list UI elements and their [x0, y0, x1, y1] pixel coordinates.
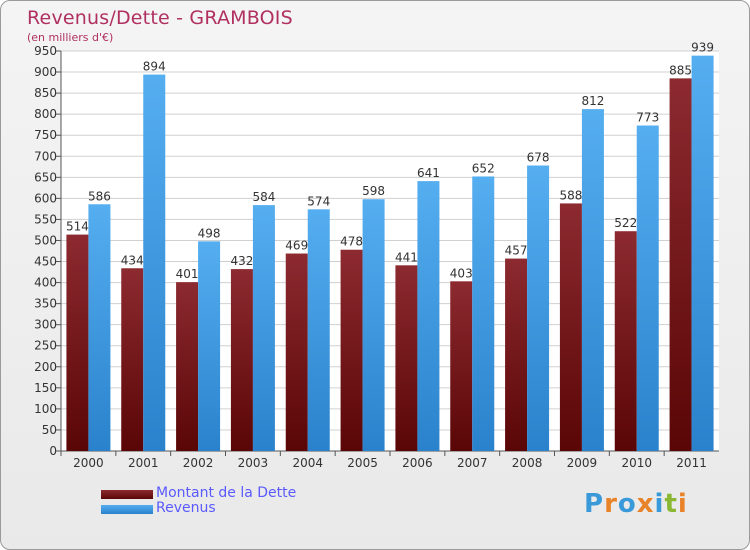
data-label-revenus: 678 — [527, 151, 550, 165]
y-tick-label: 250 — [34, 339, 57, 353]
y-tick-label: 500 — [34, 233, 57, 247]
y-tick-label: 100 — [34, 402, 57, 416]
logo-letter: r — [604, 489, 618, 519]
data-label-revenus: 773 — [636, 111, 659, 125]
bar-revenus — [362, 199, 385, 451]
proxiti-logo: Proxiti — [584, 489, 688, 519]
data-label-dette: 588 — [559, 188, 582, 202]
legend-swatch-dette — [101, 490, 153, 499]
y-tick-label: 400 — [34, 276, 57, 290]
data-label-revenus: 641 — [417, 166, 440, 180]
y-tick-label: 0 — [49, 444, 57, 458]
data-label-revenus: 598 — [362, 184, 385, 198]
x-tick-label: 2007 — [457, 456, 488, 470]
data-label-revenus: 574 — [307, 194, 330, 208]
bar-revenus — [636, 125, 659, 452]
x-tick-label: 2003 — [238, 456, 269, 470]
bar-dette — [121, 268, 144, 451]
bar-dette — [505, 258, 528, 451]
bar-dette — [559, 203, 582, 451]
x-tick-label: 2005 — [347, 456, 378, 470]
data-label-revenus: 812 — [581, 94, 604, 108]
bar-revenus — [527, 165, 550, 452]
x-tick-label: 2004 — [292, 456, 323, 470]
y-tick-label: 350 — [34, 297, 57, 311]
bar-revenus — [581, 109, 604, 452]
data-label-dette: 469 — [285, 239, 308, 253]
logo-letter: x — [636, 489, 655, 519]
y-tick-label: 800 — [34, 107, 57, 121]
y-tick-label: 850 — [34, 86, 57, 100]
y-tick-label: 600 — [34, 191, 57, 205]
y-tick-label: 550 — [34, 212, 57, 226]
logo-letter: P — [584, 489, 605, 519]
bar-revenus — [143, 74, 166, 451]
bar-dette — [66, 234, 89, 451]
y-tick-label: 50 — [42, 423, 57, 437]
chart-subtitle: (en milliers d'€) — [27, 31, 114, 44]
bar-dette — [614, 231, 637, 451]
y-tick-label: 950 — [34, 44, 57, 58]
logo-letter: o — [617, 489, 637, 519]
data-label-revenus: 584 — [252, 190, 275, 204]
bar-revenus — [691, 55, 714, 451]
legend-label-revenus: Revenus — [156, 500, 216, 516]
bar-revenus — [88, 204, 111, 451]
bar-dette — [176, 282, 199, 451]
bar-dette — [669, 78, 692, 452]
logo-letter: i — [654, 489, 665, 519]
y-tick-label: 700 — [34, 149, 57, 163]
y-tick-label: 450 — [34, 255, 57, 269]
bar-dette — [395, 265, 418, 451]
x-tick-label: 2009 — [567, 456, 598, 470]
bar-dette — [230, 269, 253, 451]
x-tick-label: 2011 — [676, 456, 707, 470]
data-label-dette: 522 — [614, 216, 637, 230]
data-label-revenus: 894 — [143, 60, 166, 74]
bar-revenus — [198, 241, 221, 451]
data-label-revenus: 652 — [472, 161, 495, 175]
x-tick-label: 2006 — [402, 456, 433, 470]
y-tick-label: 900 — [34, 65, 57, 79]
legend-label-dette: Montant de la Dette — [156, 485, 297, 501]
bar-dette — [450, 281, 473, 451]
bar-revenus — [472, 176, 495, 451]
bar-dette — [340, 249, 363, 451]
bar-dette — [285, 253, 308, 451]
data-label-dette: 441 — [395, 250, 418, 264]
data-label-dette: 401 — [176, 267, 199, 281]
x-tick-label: 2000 — [73, 456, 104, 470]
data-label-dette: 457 — [505, 244, 528, 258]
bar-revenus — [417, 181, 440, 451]
y-tick-label: 750 — [34, 128, 57, 142]
data-label-revenus: 498 — [198, 226, 221, 240]
data-label-dette: 434 — [121, 253, 144, 267]
data-label-dette: 432 — [230, 254, 253, 268]
y-tick-label: 150 — [34, 381, 57, 395]
x-tick-label: 2001 — [128, 456, 159, 470]
bar-revenus — [307, 209, 330, 451]
y-tick-label: 650 — [34, 170, 57, 184]
data-label-dette: 478 — [340, 235, 363, 249]
bar-revenus — [252, 205, 275, 451]
y-tick-label: 200 — [34, 360, 57, 374]
y-tick-label: 300 — [34, 318, 57, 332]
data-label-dette: 514 — [66, 220, 89, 234]
x-tick-label: 2002 — [183, 456, 214, 470]
data-label-revenus: 939 — [691, 41, 714, 55]
chart-title: Revenus/Dette - GRAMBOIS — [27, 7, 293, 29]
x-tick-label: 2008 — [512, 456, 543, 470]
logo-letter: i — [677, 489, 688, 519]
logo-letter: t — [664, 489, 678, 519]
data-label-dette: 885 — [669, 63, 692, 77]
x-tick-label: 2010 — [621, 456, 652, 470]
data-label-dette: 403 — [450, 266, 473, 280]
data-label-revenus: 586 — [88, 189, 111, 203]
plot-area — [61, 51, 719, 451]
legend-swatch-revenus — [101, 505, 153, 514]
